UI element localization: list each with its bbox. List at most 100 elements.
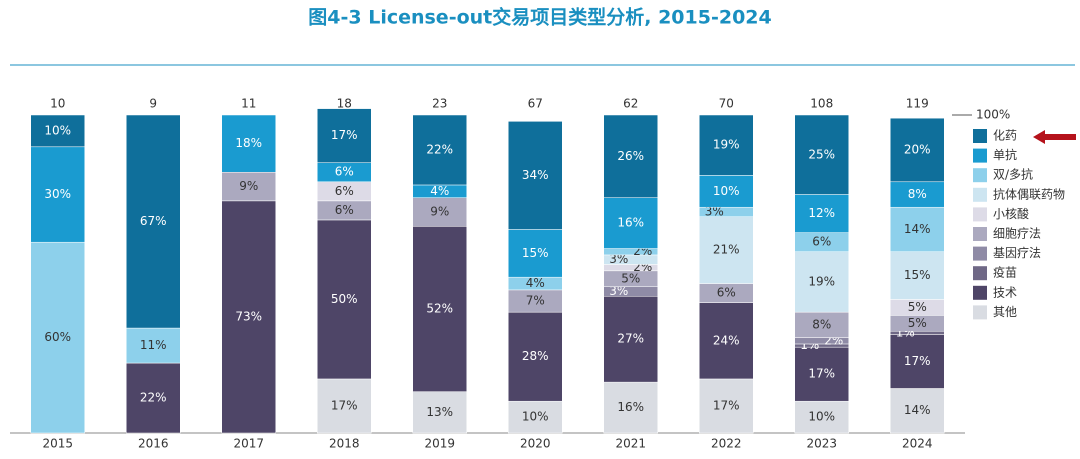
value-label: 6%	[335, 203, 354, 217]
bar-segment	[126, 327, 181, 364]
value-label: 14%	[904, 222, 931, 236]
legend-label: 技术	[993, 285, 1017, 299]
value-label: 73%	[235, 309, 262, 323]
bar-segment	[221, 171, 276, 202]
total-label: 23	[432, 97, 447, 111]
total-label: 108	[810, 97, 833, 111]
x-tick-label: 2022	[711, 437, 742, 451]
legend-label: 疫苗	[993, 265, 1017, 280]
legend-label: 化药	[993, 129, 1017, 143]
legend-label: 细胞疗法	[993, 227, 1041, 241]
bar-segment	[794, 114, 849, 195]
legend-swatch	[973, 148, 987, 163]
total-label: 9	[149, 97, 157, 111]
value-label: 19%	[808, 274, 835, 288]
value-label: 17%	[904, 354, 931, 368]
bar-segment	[890, 206, 945, 252]
value-label: 6%	[335, 184, 354, 198]
x-tick-label: 2016	[138, 437, 169, 451]
legend-swatch	[973, 187, 987, 202]
value-label: 22%	[426, 142, 453, 156]
value-label: 9%	[430, 204, 449, 218]
legend-label: 双/多抗	[993, 167, 1033, 182]
value-label: 27%	[617, 332, 644, 346]
bar-segment	[603, 296, 658, 383]
value-label: 10%	[713, 184, 740, 198]
legend-label: 抗体偶联药物	[993, 186, 1065, 201]
x-tick-label: 2015	[42, 437, 73, 451]
x-tick-label: 2017	[233, 437, 264, 451]
value-label: 3%	[705, 204, 724, 218]
bar-segment	[412, 391, 467, 434]
value-label: 20%	[904, 142, 931, 156]
bar-segment	[317, 108, 372, 163]
total-label: 70	[719, 97, 734, 111]
bar-segment	[221, 114, 276, 173]
value-label: 16%	[617, 216, 644, 230]
total-label: 18	[337, 97, 352, 111]
bar-segment	[699, 175, 754, 208]
bar-segment	[794, 251, 849, 313]
value-label: 10%	[522, 410, 549, 424]
bar-segment	[890, 251, 945, 300]
value-label: 28%	[522, 349, 549, 363]
value-label: 25%	[808, 147, 835, 161]
value-label: 5%	[908, 316, 927, 330]
x-tick-label: 2020	[520, 437, 551, 451]
total-label: 11	[241, 97, 256, 111]
value-label: 10%	[808, 410, 835, 424]
value-label: 17%	[331, 398, 358, 412]
value-label: 19%	[713, 138, 740, 152]
value-label: 17%	[331, 128, 358, 142]
bar-segment	[126, 114, 181, 329]
bar-segment	[603, 197, 658, 249]
value-label: 24%	[713, 333, 740, 347]
bar-segment	[794, 346, 849, 402]
value-label: 50%	[331, 292, 358, 306]
x-tick-label: 2023	[806, 437, 837, 451]
value-label: 8%	[908, 187, 927, 201]
value-label: 52%	[426, 301, 453, 315]
value-label: 3%	[609, 252, 628, 266]
bar-segment	[508, 311, 563, 402]
x-tick-label: 2021	[615, 437, 646, 451]
value-label: 60%	[44, 330, 71, 344]
bar-segment	[30, 114, 85, 148]
value-label: 21%	[713, 243, 740, 257]
bar-segment	[890, 388, 945, 434]
value-label: 4%	[430, 184, 449, 198]
value-label: 12%	[808, 206, 835, 220]
value-label: 17%	[713, 398, 740, 412]
bar-segment	[317, 378, 372, 434]
bar-segment	[603, 114, 658, 198]
chart-title: 图4-3 License-out交易项目类型分析, 2015-2024	[308, 6, 771, 29]
bar-segment	[794, 311, 849, 338]
legend-swatch	[973, 285, 987, 300]
total-label: 67	[528, 97, 543, 111]
value-label: 6%	[335, 165, 354, 179]
value-label: 67%	[140, 214, 167, 228]
bar-segment	[794, 400, 849, 434]
bar-segment	[412, 114, 467, 186]
value-label: 11%	[140, 338, 167, 352]
value-label: 6%	[717, 286, 736, 300]
bar-segment	[126, 362, 181, 434]
value-label: 4%	[526, 276, 545, 290]
value-label: 5%	[908, 300, 927, 314]
total-label: 10	[50, 97, 65, 111]
value-label: 9%	[239, 179, 258, 193]
highlight-arrow	[1033, 130, 1076, 144]
bar-segment	[794, 194, 849, 233]
legend-label: 小核酸	[993, 206, 1029, 221]
value-label: 7%	[526, 294, 545, 308]
bar-segment	[603, 381, 658, 434]
total-label: 119	[906, 97, 929, 111]
value-label: 34%	[522, 168, 549, 182]
legend-swatch	[973, 246, 987, 261]
value-label: 17%	[808, 367, 835, 381]
bar-segment	[317, 219, 372, 380]
x-tick-label: 2019	[424, 437, 455, 451]
value-label: 13%	[426, 405, 453, 419]
total-label: 62	[623, 97, 638, 111]
